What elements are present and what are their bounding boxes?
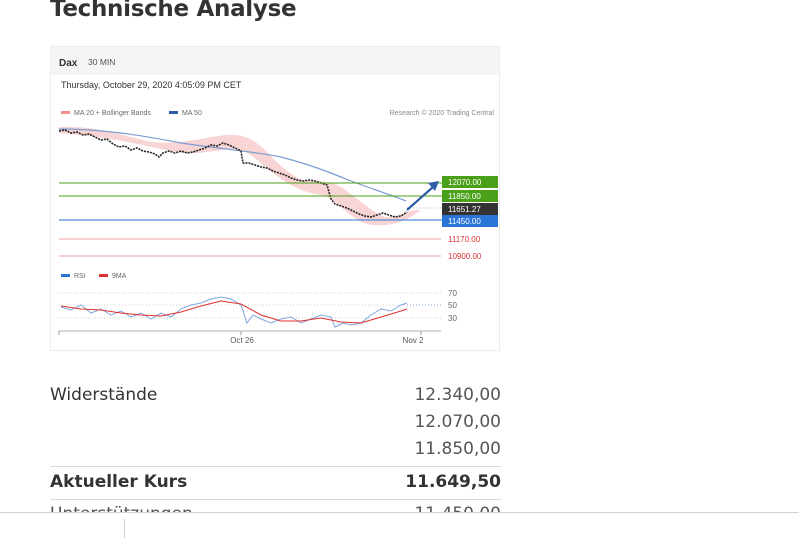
legend-ma50-swatch <box>169 111 178 114</box>
support-label: Unterstützungen <box>50 504 193 512</box>
tag-10900: 10900.00 <box>448 252 482 261</box>
support-value-1: 11.450,00 <box>414 504 501 512</box>
bollinger-band <box>59 126 421 226</box>
current-price-value: 11.649,50 <box>405 472 501 492</box>
rsi-legend-swatch <box>61 274 70 277</box>
tag-11170: 11170.00 <box>448 235 481 244</box>
toolbar-divider <box>124 519 125 538</box>
tag-12070-bg <box>442 176 498 188</box>
tag-current: 11651.27 <box>448 205 481 214</box>
chart-datetime: Thursday, October 29, 2020 4:05:09 PM CE… <box>61 80 242 90</box>
rsi-line <box>60 296 408 328</box>
projection-arrow-shaft <box>406 186 434 211</box>
chart-interval: 30 MIN <box>88 57 115 67</box>
tag-current-bg <box>442 203 498 215</box>
tag-11450: 11450.00 <box>448 217 481 226</box>
projection-arrow-head <box>428 181 439 191</box>
technical-chart: Dax 30 MIN Thursday, October 29, 2020 4:… <box>50 46 500 351</box>
bottom-toolbar <box>0 512 799 538</box>
ma9-legend: 9MA <box>112 273 127 280</box>
ma9-legend-swatch <box>99 274 108 277</box>
divider-bottom <box>50 499 501 500</box>
legend-ma50: MA 50 <box>182 110 202 117</box>
page-title: Technische Analyse <box>50 0 297 22</box>
rsi-level-50: 50 <box>448 301 457 310</box>
resistance-value-1: 12.340,00 <box>414 385 501 405</box>
rsi-level-30: 30 <box>448 314 457 323</box>
ma50-line <box>58 128 407 202</box>
tag-11850: 11850.00 <box>448 192 481 201</box>
divider-top <box>50 466 501 467</box>
resistance-value-3: 11.850,00 <box>414 439 501 459</box>
tag-12070: 12070.00 <box>448 178 482 187</box>
legend-bb: MA 20 + Bollinger Bands <box>74 110 151 117</box>
resistance-value-2: 12.070,00 <box>414 412 501 432</box>
resistance-label: Widerstände <box>50 385 158 405</box>
chart-svg: Dax 30 MIN Thursday, October 29, 2020 4:… <box>58 57 498 345</box>
legend-bb-swatch <box>61 111 70 114</box>
chart-header <box>51 47 499 75</box>
rsi-level-70: 70 <box>448 289 457 298</box>
tag-11450-bg <box>442 215 498 227</box>
chart-credit: Research © 2020 Trading Central <box>390 109 495 117</box>
rsi-legend: RSI <box>74 273 86 280</box>
current-price-label: Aktueller Kurs <box>50 472 188 492</box>
chart-symbol: Dax <box>59 58 78 69</box>
tag-11850-bg <box>442 190 498 202</box>
x-label-nov2: Nov 2 <box>403 336 424 345</box>
ma9-line <box>60 300 408 324</box>
support-row-partial: Unterstützungen 11.450,00 <box>50 504 501 512</box>
x-label-oct26: Oct 26 <box>230 336 254 345</box>
